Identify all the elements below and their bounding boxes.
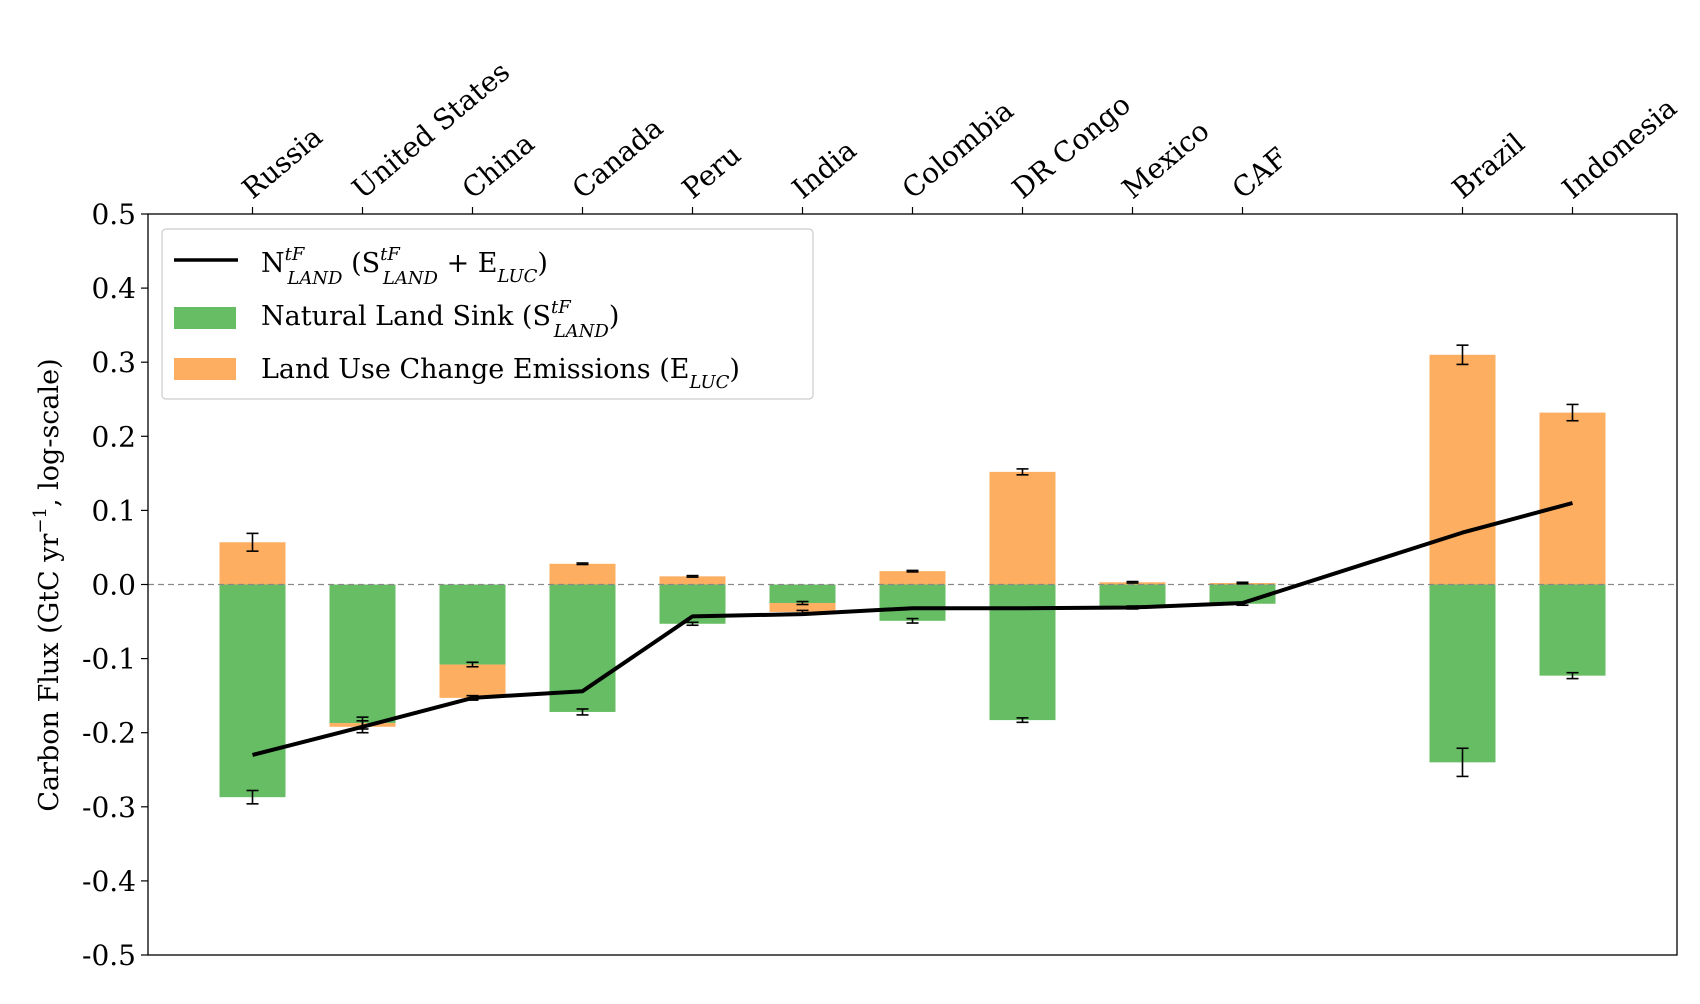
legend-net-label: NtF LAND (StF LAND + ELUC) xyxy=(261,244,548,289)
y-tick-label: -0.4 xyxy=(82,865,136,898)
y-tick-label: 0.1 xyxy=(91,494,136,527)
sink-bar-china xyxy=(439,584,506,665)
x-tick-label: Peru xyxy=(676,138,747,205)
sink-bar-indonesia xyxy=(1539,584,1606,676)
net-flux-line xyxy=(252,501,1574,757)
y-tick-label: 0.4 xyxy=(91,272,136,305)
x-tick-label: China xyxy=(456,127,541,206)
luc-bar-brazil xyxy=(1429,354,1496,585)
luc-bar-colombia xyxy=(879,571,946,585)
y-tick-label: 0.5 xyxy=(91,198,136,231)
luc-bar-indonesia xyxy=(1539,412,1606,585)
x-tick-label: Indonesia xyxy=(1556,91,1683,205)
x-tick-label: Mexico xyxy=(1116,114,1216,205)
sink-bar-brazil xyxy=(1429,584,1496,763)
y-tick-label: -0.5 xyxy=(82,939,136,972)
sink-bar-mexico xyxy=(1099,584,1166,608)
y-tick-label: 0.2 xyxy=(91,420,136,453)
legend-sink-label: Natural Land Sink (StF LAND) xyxy=(261,297,619,342)
legend-luc-swatch xyxy=(174,358,236,380)
luc-bar-india xyxy=(769,603,836,612)
plot-area: 0.5 0.4 0.3 0.2 0.1 0.0 -0.1 -0.2 -0.3 -0.4 -0.5 Ru… xyxy=(82,55,1683,972)
x-tick-label: India xyxy=(786,133,863,205)
legend-frame xyxy=(161,228,814,400)
y-tick-label: 0.0 xyxy=(91,569,136,602)
x-tick-label: Russia xyxy=(236,120,329,205)
legend-luc-label: Land Use Change Emissions (ELUC) xyxy=(261,354,740,393)
y-axis-label: Carbon Flux (GtC yr−1, log-scale) xyxy=(30,358,65,811)
x-tick-label: Brazil xyxy=(1446,126,1531,205)
y-tick-label: 0.3 xyxy=(91,346,136,379)
y-tick-label: -0.2 xyxy=(82,717,136,750)
luc-bar-canada xyxy=(549,563,616,585)
sink-bar-united-states xyxy=(329,584,396,724)
sink-bar-russia xyxy=(219,584,286,798)
sink-bar-dr-congo xyxy=(989,584,1056,721)
sink-bar-colombia xyxy=(879,584,946,621)
legend-sink-swatch xyxy=(174,307,236,329)
x-tick-label: CAF xyxy=(1226,141,1294,206)
x-tick-label: Canada xyxy=(566,111,670,205)
x-tick-label: Colombia xyxy=(896,94,1020,206)
y-tick-label: -0.3 xyxy=(82,791,136,824)
legend: NtF LAND (StF LAND + ELUC) Natural Land Si… xyxy=(161,228,814,400)
sink-bar-india xyxy=(769,584,836,604)
y-tick-label: -0.1 xyxy=(82,643,136,676)
luc-bar-china xyxy=(439,664,506,698)
luc-bar-peru xyxy=(659,576,726,585)
luc-bar-dr-congo xyxy=(989,471,1056,585)
x-tick-label: DR Congo xyxy=(1006,88,1137,206)
